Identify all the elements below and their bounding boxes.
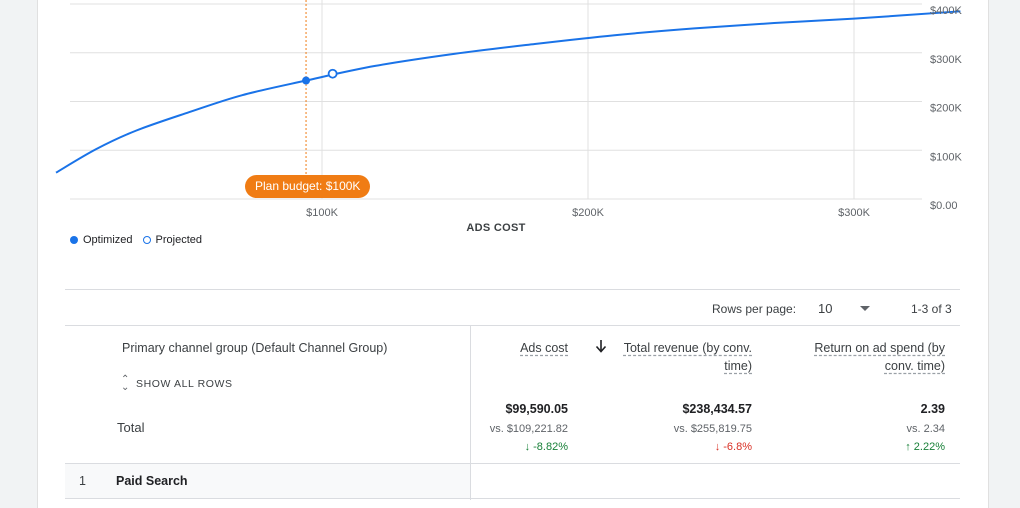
x-tick-label: $100K xyxy=(306,207,338,219)
roas-header[interactable]: Return on ad spend (by conv. time) xyxy=(814,341,945,373)
report-card xyxy=(37,0,989,508)
chart-grid xyxy=(70,0,922,200)
row-values-cell xyxy=(470,464,960,498)
legend-optimized-label: Optimized xyxy=(83,234,133,246)
plan-budget-label: Plan budget: $100K xyxy=(245,175,371,198)
y-tick-label: $400K xyxy=(930,5,962,17)
y-tick-label: $0.00 xyxy=(930,200,958,212)
table-top-border xyxy=(65,325,960,326)
optimized-point xyxy=(302,76,311,85)
pagination-range: 1-3 of 3 xyxy=(911,302,952,316)
projected-dot-icon xyxy=(142,236,151,244)
show-all-rows-label: SHOW ALL ROWS xyxy=(135,378,233,390)
y-axis-ticks: $0.00 $100K $200K $300K $400K xyxy=(930,5,962,212)
x-axis-ticks: $100K $200K $300K xyxy=(306,207,870,219)
arrow-down-icon: ↓ xyxy=(714,441,721,453)
x-tick-label: $300K xyxy=(838,207,870,219)
legend-optimized[interactable]: Optimized xyxy=(70,234,133,246)
optimized-line xyxy=(55,10,961,174)
chart-legend: Optimized Projected xyxy=(70,234,202,246)
rows-per-page-label: Rows per page: xyxy=(712,302,797,316)
total-ads-cost-comparison: vs. $109,221.82 xyxy=(489,423,568,435)
ads-cost-header[interactable]: Ads cost xyxy=(520,341,568,355)
row-index: 1 xyxy=(79,474,86,488)
arrow-down-icon: ↓ xyxy=(524,441,531,453)
column-divider xyxy=(470,463,471,500)
projected-point xyxy=(327,68,338,79)
legend-projected-label: Projected xyxy=(155,234,203,246)
cost-revenue-chart: $0.00 $100K $200K $300K $400K $100K $200K $300… xyxy=(55,0,962,234)
row-channel-name[interactable]: Paid Search xyxy=(116,474,188,488)
total-roas-change: ↑ 2.22% xyxy=(905,441,945,453)
y-tick-label: $300K xyxy=(930,54,962,66)
pagination-bar: Rows per page: 10 1-3 of 3 xyxy=(0,300,960,318)
dropdown-caret-icon[interactable] xyxy=(860,306,870,311)
total-row-label: Total xyxy=(117,420,145,435)
total-ads-cost: $99,590.05 xyxy=(505,402,568,416)
total-revenue-header[interactable]: Total revenue (by conv. time) xyxy=(623,341,752,373)
y-tick-label: $200K xyxy=(930,103,962,115)
y-tick-label: $100K xyxy=(930,151,962,163)
sort-descending-icon[interactable] xyxy=(594,338,608,359)
column-divider xyxy=(470,326,471,500)
rows-per-page-select[interactable]: 10 xyxy=(818,301,833,316)
legend-projected[interactable]: Projected xyxy=(142,234,203,246)
optimized-dot-icon xyxy=(70,236,78,244)
total-revenue: $238,434.57 xyxy=(682,402,752,416)
dimension-header[interactable]: Primary channel group (Default Channel G… xyxy=(122,341,388,355)
x-axis-title: ADS COST xyxy=(466,222,525,234)
chart-marks xyxy=(302,68,338,85)
divider xyxy=(65,289,960,290)
show-all-rows-button[interactable]: ⌃ ⌄ SHOW ALL ROWS xyxy=(121,374,233,393)
total-revenue-comparison: vs. $255,819.75 xyxy=(673,423,752,435)
total-roas: 2.39 xyxy=(920,402,945,416)
total-roas-comparison: vs. 2.34 xyxy=(906,423,945,435)
arrow-up-icon: ↑ xyxy=(905,441,911,453)
total-ads-cost-change: ↓ -8.82% xyxy=(524,441,568,453)
x-tick-label: $200K xyxy=(572,207,604,219)
expand-icon: ⌃ ⌄ xyxy=(121,374,130,393)
total-revenue-change: ↓ -6.8% xyxy=(714,441,752,453)
